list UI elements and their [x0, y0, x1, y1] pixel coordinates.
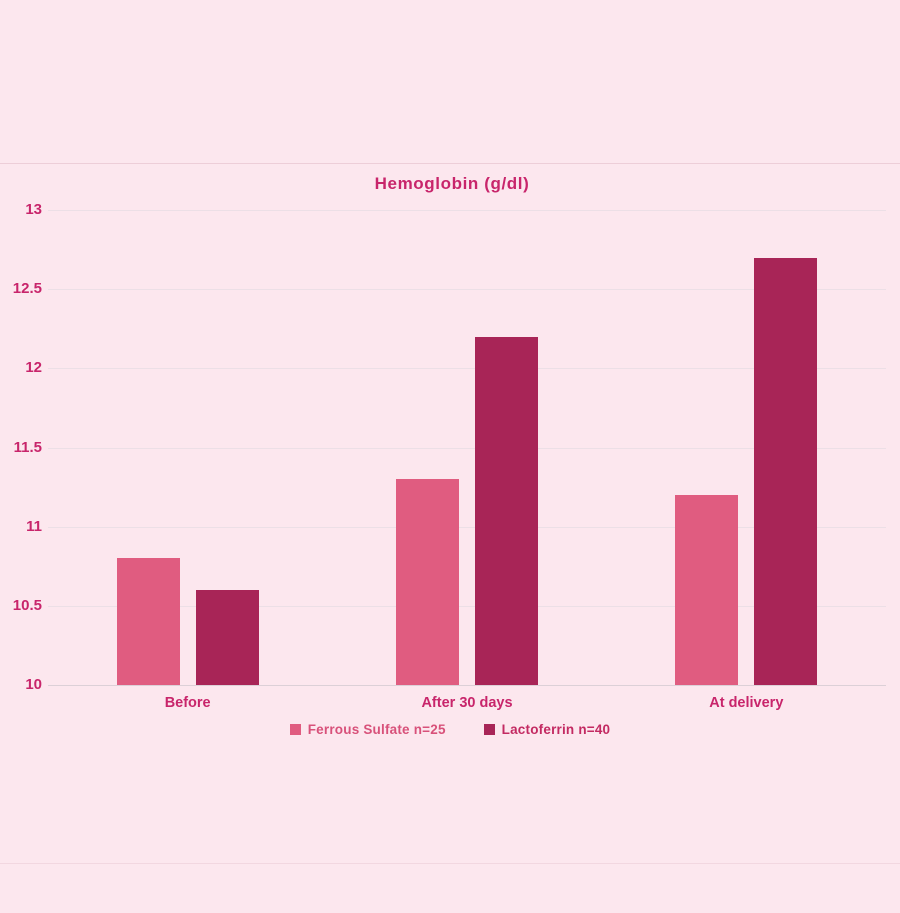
gridline	[48, 447, 886, 449]
gridline	[48, 210, 886, 211]
bar-lactoferrin-after-30-days	[475, 336, 538, 685]
bar-ferrous-after-30-days	[396, 479, 459, 685]
x-category-label: At delivery	[709, 695, 784, 711]
y-tick-label: 12.5	[12, 280, 42, 298]
bar-lactoferrin-before	[195, 590, 259, 685]
gridline	[48, 289, 886, 291]
bar-ferrous-at-delivery	[675, 495, 739, 685]
gridline	[48, 526, 886, 528]
y-tick-label: 11.5	[13, 438, 42, 456]
y-tick-label: 10.5	[12, 596, 42, 614]
y-axis: 10 10.5 11 11.5 12 12.5 13	[0, 201, 42, 693]
y-tick-label: 13	[25, 201, 42, 218]
plot-area: Before After 30 days At delivery	[48, 210, 886, 711]
y-tick-label: 12	[25, 359, 42, 377]
chart-title: Hemoglobin (g/dl)	[374, 174, 530, 193]
gridline	[48, 368, 886, 370]
x-category-label: After 30 days	[421, 695, 513, 711]
bar-lactoferrin-at-delivery	[754, 257, 818, 685]
bar-ferrous-before	[116, 558, 180, 685]
x-category-label: Before	[164, 695, 211, 711]
legend-swatch-ferrous-sulfate	[289, 724, 301, 735]
legend-item-ferrous-sulfate: Ferrous Sulfate n=25	[289, 722, 446, 737]
legend-label-ferrous-sulfate: Ferrous Sulfate n=25	[307, 722, 446, 737]
top-divider	[0, 163, 900, 164]
legend-swatch-lactoferrin	[483, 724, 495, 735]
y-tick-label: 11	[26, 517, 42, 535]
gridline	[48, 605, 886, 607]
y-tick-label: 10	[25, 676, 42, 693]
legend-item-lactoferrin: Lactoferrin n=40	[483, 722, 611, 737]
bottom-divider	[0, 863, 900, 864]
gridline	[48, 685, 886, 686]
legend-label-lactoferrin: Lactoferrin n=40	[501, 722, 611, 737]
legend: Ferrous Sulfate n=25 Lactoferrin n=40	[0, 722, 900, 737]
